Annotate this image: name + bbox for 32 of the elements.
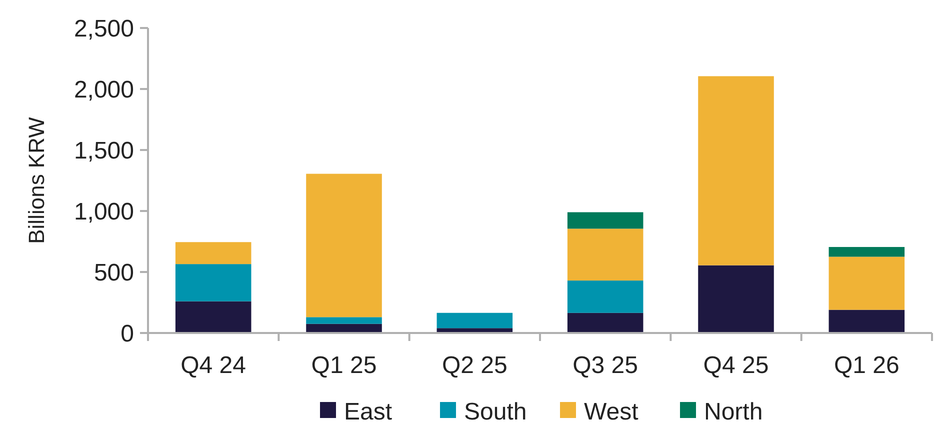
bar: [828, 246, 905, 257]
y-tick-label: 1,500: [74, 137, 134, 164]
y-axis-title: Billions KRW: [24, 116, 49, 244]
x-tick-label: Q4 25: [703, 352, 769, 379]
legend-label: North: [704, 398, 763, 426]
x-tick-label: Q3 25: [572, 352, 638, 379]
x-tick-label: Q4 24: [180, 352, 246, 379]
bar: [175, 242, 252, 264]
x-tick-label: Q1 26: [834, 352, 900, 379]
legend-label: West: [584, 398, 639, 426]
y-tick-label: 2,500: [74, 15, 134, 42]
y-tick-label: 0: [120, 320, 134, 348]
x-tick-label: Q2 25: [442, 352, 508, 379]
legend-label: South: [464, 398, 527, 426]
bar: [567, 212, 644, 229]
bar: [175, 301, 252, 333]
x-tick-label: Q1 25: [311, 352, 377, 379]
bar: [306, 317, 382, 324]
y-tick-label: 500: [94, 259, 134, 286]
bar: [828, 256, 905, 310]
bar: [436, 312, 513, 328]
bar: [828, 310, 905, 333]
y-tick-label: 1,000: [74, 198, 134, 226]
bar: [306, 174, 382, 318]
bar: [175, 264, 252, 302]
y-tick-label: 2,000: [74, 76, 134, 104]
bar: [698, 76, 774, 266]
bar: [567, 280, 644, 313]
bar: [698, 265, 774, 333]
bar: [567, 228, 644, 281]
legend-label: East: [344, 398, 392, 426]
bar: [567, 312, 644, 333]
